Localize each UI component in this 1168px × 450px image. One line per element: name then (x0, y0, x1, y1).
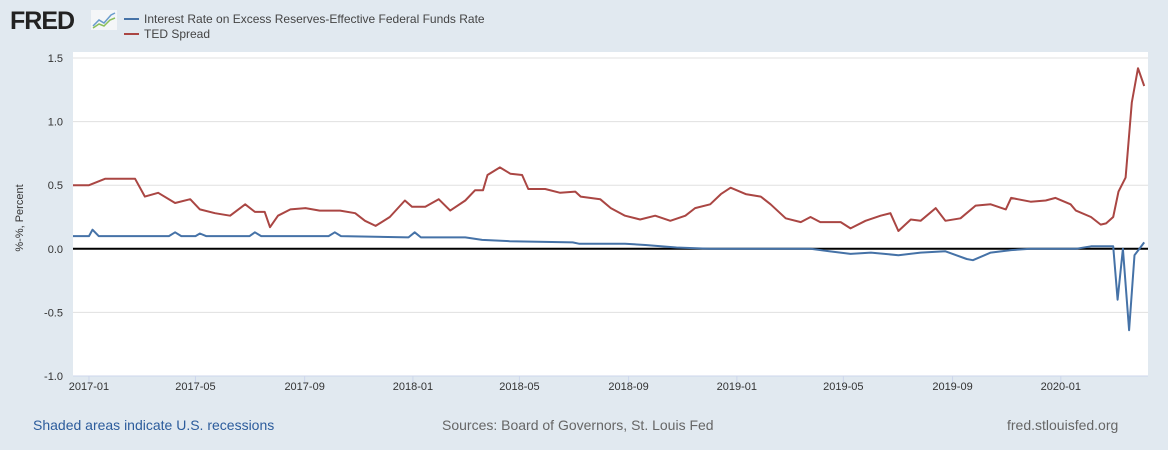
x-tick-label: 2018-05 (499, 381, 539, 393)
series-line-ted-spread (73, 67, 1146, 232)
legend-label: Interest Rate on Excess Reserves-Effecti… (144, 12, 485, 26)
legend-swatch (124, 18, 139, 20)
sources-text: Sources: Board of Governors, St. Louis F… (442, 417, 714, 433)
y-tick-label: -1.0 (44, 371, 63, 383)
x-tick-label: 2019-01 (717, 381, 757, 393)
plot-area (73, 52, 1148, 376)
y-tick-label: 0.0 (48, 244, 63, 256)
fred-logo[interactable]: FRED (10, 7, 75, 35)
x-tick-label: 2017-01 (69, 381, 109, 393)
site-link[interactable]: fred.stlouisfed.org (1007, 417, 1119, 433)
line-chart: 1.5 1.0 0.5 0.0 -0.5 -1.0 2017-01 2017-05 2017-0… (14, 52, 1148, 393)
chart-logo-icon (91, 10, 117, 30)
x-tick-label: 2017-05 (175, 381, 215, 393)
legend-label: TED Spread (144, 27, 211, 41)
x-tick-label: 2019-05 (823, 381, 863, 393)
x-tick-label: 2019-09 (932, 381, 972, 393)
x-tick-label: 2018-01 (393, 381, 433, 393)
y-tick-label: 0.5 (48, 180, 63, 192)
legend-item-ioer-effr: Interest Rate on Excess Reserves-Effecti… (124, 12, 485, 26)
x-tick-label: 2017-09 (284, 381, 324, 393)
y-axis-label: %-%, Percent (14, 184, 26, 251)
y-tick-label: 1.0 (48, 117, 63, 129)
series-line-ioer-effr (73, 228, 1145, 332)
recessions-link[interactable]: Shaded areas indicate U.S. recessions (33, 417, 275, 433)
legend-item-ted-spread: TED Spread (124, 27, 210, 41)
x-tick-label: 2020-01 (1041, 381, 1081, 393)
y-tick-label: -0.5 (44, 307, 63, 319)
y-tick-label: 1.5 (48, 53, 63, 65)
legend-swatch (124, 33, 139, 35)
x-tick-label: 2018-09 (608, 381, 648, 393)
